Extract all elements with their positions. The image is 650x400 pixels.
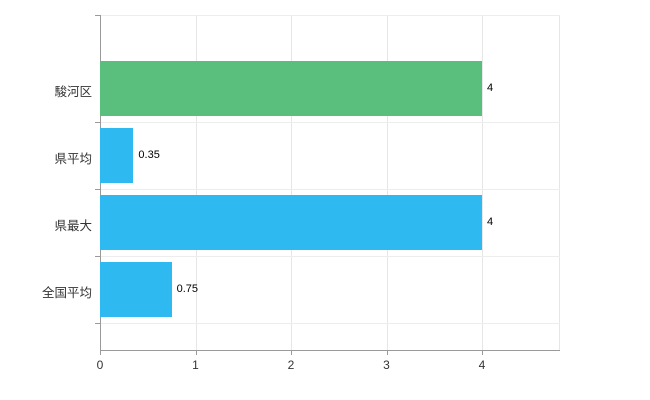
y-axis-tick: [95, 256, 100, 257]
gridline-vertical: [195, 15, 197, 350]
plot-area: 4 0.35 4 0.75: [100, 15, 560, 350]
y-axis-tick: [95, 189, 100, 190]
bar: [100, 128, 134, 183]
y-axis-tick: [95, 15, 100, 16]
category-label: 駿河区: [54, 84, 92, 99]
x-tick-label: 2: [287, 358, 295, 372]
y-axis-tick: [95, 122, 100, 123]
gridline-horizontal: [100, 323, 560, 324]
x-axis-tick: [195, 350, 197, 355]
gridline-horizontal: [100, 122, 560, 123]
gridline-horizontal: [100, 256, 560, 257]
gridline-horizontal: [100, 15, 560, 16]
gridline-vertical: [559, 15, 560, 350]
category-label: 県平均: [54, 151, 92, 166]
x-axis-tick: [100, 350, 101, 355]
x-axis-tick: [291, 350, 292, 355]
x-axis: [100, 350, 560, 351]
x-tick-label: 0: [96, 358, 104, 372]
x-axis-tick: [386, 350, 388, 355]
gridline-vertical: [386, 15, 388, 350]
bar-value-label: 0.35: [138, 149, 160, 161]
category-label: 全国平均: [41, 285, 92, 300]
x-axis-tick: [482, 350, 483, 355]
gridline-vertical: [482, 15, 483, 350]
x-tick-label: 4: [478, 358, 486, 372]
x-tick-label: 3: [383, 358, 390, 372]
x-tick-label: 1: [192, 358, 199, 372]
bar-value-label: 4: [487, 82, 494, 94]
bar: [100, 195, 482, 250]
bar-value-label: 4: [487, 216, 494, 228]
gridline-horizontal: [100, 189, 560, 190]
category-label: 県最大: [54, 218, 92, 233]
bar: [100, 61, 482, 116]
bar: [100, 262, 172, 317]
gridline-vertical: [291, 15, 292, 350]
y-axis-tick: [95, 323, 100, 324]
bar-value-label: 0.75: [176, 283, 199, 295]
